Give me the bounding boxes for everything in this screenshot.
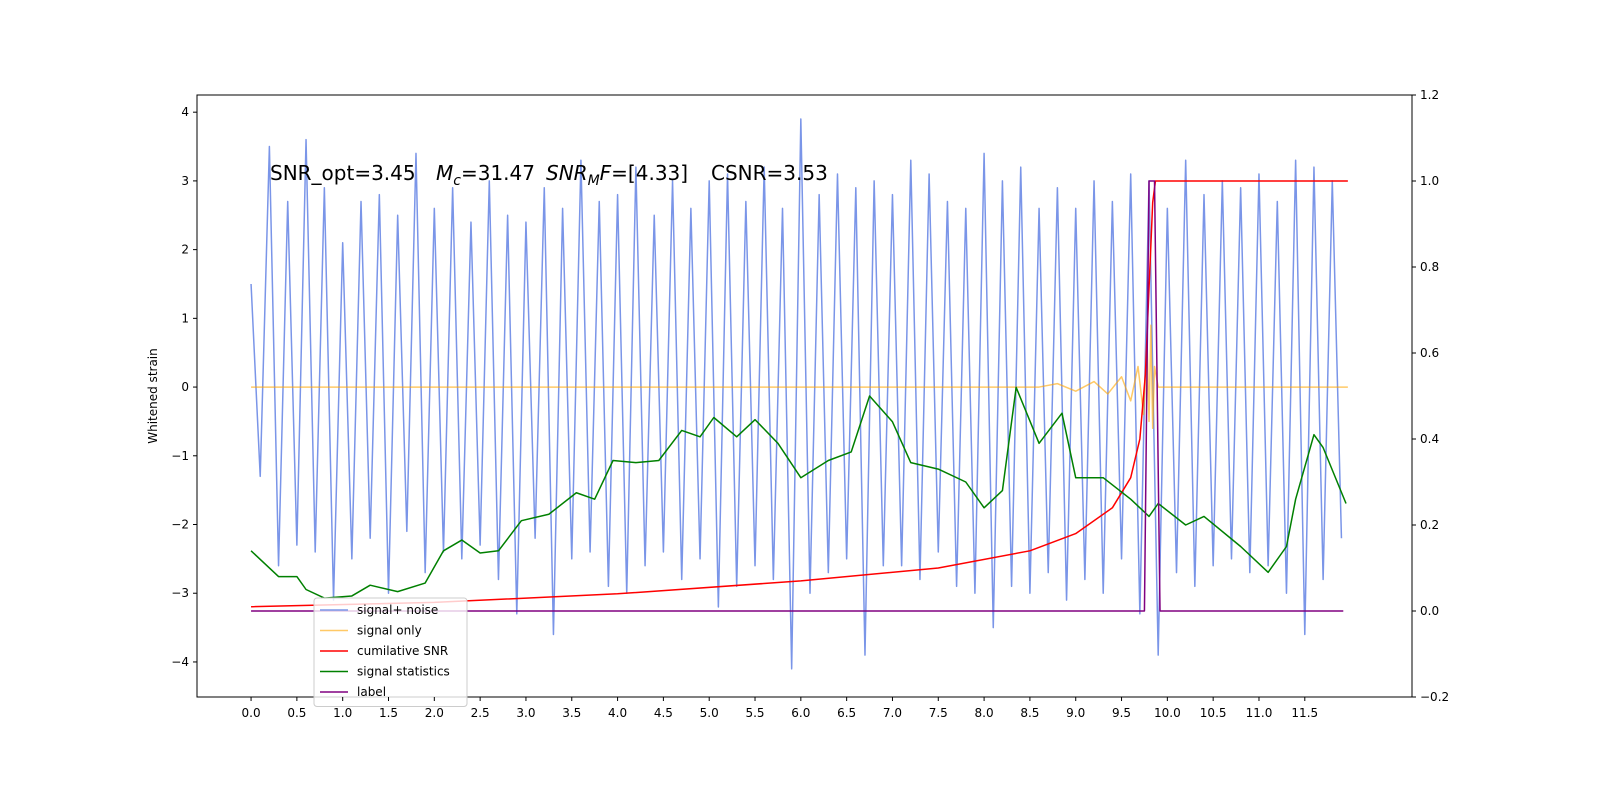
x-tick-label: 11.5 xyxy=(1291,706,1318,720)
annotation-part: M xyxy=(436,161,453,185)
x-tick-label: 7.5 xyxy=(929,706,948,720)
x-tick-label: 2.0 xyxy=(425,706,444,720)
y2-tick-label: 0.8 xyxy=(1420,260,1439,274)
legend-label: signal only xyxy=(357,624,422,638)
y2-tick-label: 0.4 xyxy=(1420,432,1439,446)
x-tick-label: 5.5 xyxy=(745,706,764,720)
x-tick-label: 1.5 xyxy=(379,706,398,720)
x-tick-label: 9.5 xyxy=(1112,706,1131,720)
y-tick-label: −4 xyxy=(171,655,189,669)
x-tick-label: 0.0 xyxy=(242,706,261,720)
x-tick-label: 9.0 xyxy=(1066,706,1085,720)
x-tick-label: 4.5 xyxy=(654,706,673,720)
x-tick-label: 5.0 xyxy=(700,706,719,720)
y2-tick-label: 0.0 xyxy=(1420,604,1439,618)
annotation: SNRMF=[4.33] xyxy=(546,161,688,189)
x-tick-label: 0.5 xyxy=(287,706,306,720)
series-line xyxy=(251,324,1348,430)
x-tick-label: 8.0 xyxy=(975,706,994,720)
annotation: SNR_opt=3.45 xyxy=(270,161,416,185)
y2-tick-label: 0.2 xyxy=(1420,518,1439,532)
legend-box xyxy=(313,597,468,707)
series-line xyxy=(250,386,1347,599)
x-tick-label: 3.5 xyxy=(562,706,581,720)
legend-label: signal statistics xyxy=(357,665,450,679)
annotation-part: CSNR=3.53 xyxy=(711,161,828,185)
annotation-part: SNR xyxy=(546,161,588,185)
y2-tick-label: 0.6 xyxy=(1420,346,1439,360)
x-tick-label: 11.0 xyxy=(1246,706,1273,720)
x-tick-label: 1.0 xyxy=(333,706,352,720)
legend: signal+ noise signal only cumilative SNR si… xyxy=(313,597,468,707)
x-tick-label: 8.5 xyxy=(1020,706,1039,720)
y-tick-label: −1 xyxy=(171,449,189,463)
axes-frame xyxy=(196,94,1413,698)
annotation: Mc=31.47 xyxy=(436,161,535,189)
y-tick-label: 1 xyxy=(181,311,189,325)
annotation: CSNR=3.53 xyxy=(711,161,828,185)
legend-label: cumilative SNR xyxy=(357,644,448,658)
x-tick-label: 3.0 xyxy=(516,706,535,720)
y-tick-label: 0 xyxy=(181,380,189,394)
y2-tick-label: 1.0 xyxy=(1420,174,1439,188)
annotation-part: M xyxy=(588,173,600,189)
y2-tick-label: −0.2 xyxy=(1420,690,1449,704)
x-tick-label: 10.5 xyxy=(1200,706,1227,720)
annotation-part: c xyxy=(453,173,461,189)
y-tick-label: −3 xyxy=(171,586,189,600)
series-line xyxy=(251,180,1348,608)
y2-tick-label: 1.2 xyxy=(1420,88,1439,102)
y-axis-label: Whitened strain xyxy=(146,348,160,444)
annotation-part: SNR_opt=3.45 xyxy=(270,161,416,185)
series-line xyxy=(251,180,1344,612)
y-tick-label: 4 xyxy=(181,105,189,119)
legend-label: signal+ noise xyxy=(357,603,438,617)
y-tick-label: 3 xyxy=(181,174,189,188)
x-tick-label: 2.5 xyxy=(471,706,490,720)
x-tick-label: 4.0 xyxy=(608,706,627,720)
x-tick-label: 10.0 xyxy=(1154,706,1181,720)
y-tick-label: 2 xyxy=(181,243,189,257)
x-tick-label: 6.5 xyxy=(837,706,856,720)
annotation-part: =[4.33] xyxy=(611,161,688,185)
x-tick-label: 6.0 xyxy=(791,706,810,720)
x-tick-label: 7.0 xyxy=(883,706,902,720)
annotation-part: F xyxy=(600,161,612,185)
plot-area xyxy=(250,118,1348,670)
y-tick-label: −2 xyxy=(171,518,189,532)
legend-label: label xyxy=(357,685,386,699)
annotation-part: =31.47 xyxy=(461,161,535,185)
